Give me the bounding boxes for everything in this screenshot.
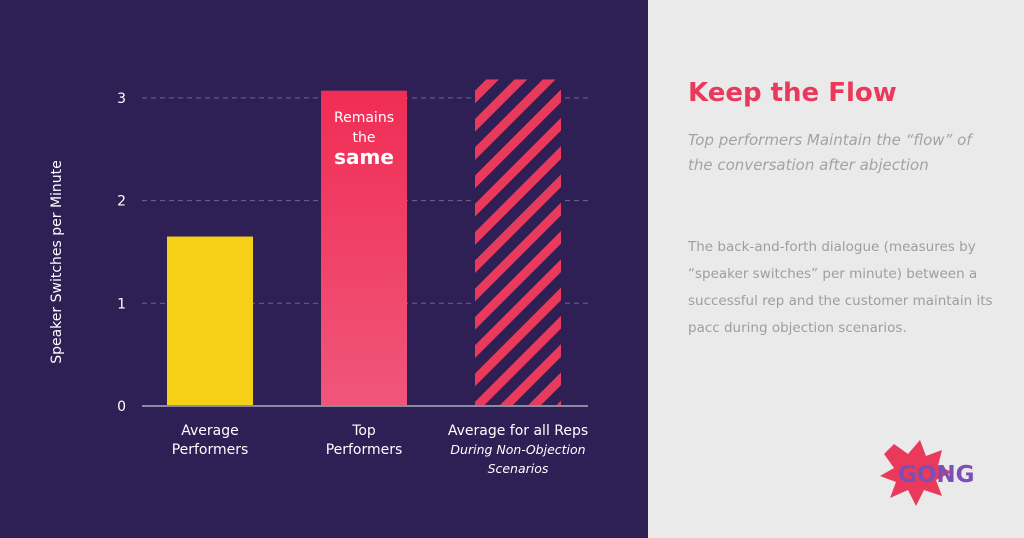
x-tick-label-3-italic-1: During Non-Objection (450, 442, 585, 457)
logo-text: GONG (898, 462, 975, 488)
bar-2 (321, 90, 407, 406)
gong-logo: GONG (876, 436, 988, 508)
y-axis-label: Speaker Switches per Minute (49, 160, 65, 364)
bar-3 (475, 79, 561, 406)
chart-panel: 0 1 2 3 Speaker Switches per Minute Average Pe… (0, 0, 648, 538)
x-tick-label-2-line-1: Top (351, 423, 376, 439)
x-tick-label-1-line-2: Performers (172, 442, 249, 458)
panel-body: The back-and-forth dialogue (measures by… (688, 239, 993, 336)
bar-chart: 0 1 2 3 Speaker Switches per Minute Average Pe… (49, 79, 588, 476)
panel-subtitle: Top performers Maintain the “flow” of th… (688, 131, 972, 174)
text-panel: Keep the Flow Top performers Maintain th… (648, 0, 1024, 538)
y-tick-label-2: 2 (117, 194, 126, 210)
x-tick-label-3-italic-2: Scenarios (488, 461, 549, 476)
x-tick-label-2-line-2: Performers (326, 442, 403, 458)
y-tick-label-1: 1 (117, 296, 126, 312)
x-tick-label-1-line-1: Average (181, 423, 239, 439)
panel-title: Keep the Flow (688, 78, 897, 108)
y-tick-label-0: 0 (117, 399, 126, 415)
y-tick-label-3: 3 (117, 91, 126, 107)
bar-1 (167, 236, 253, 406)
x-tick-label-3-line-1: Average for all Reps (448, 423, 588, 439)
annotation-line-2: the (353, 130, 376, 146)
annotation-line-3: same (334, 145, 394, 169)
logo-burst-icon (880, 440, 952, 506)
annotation-line-1: Remains (334, 110, 394, 126)
